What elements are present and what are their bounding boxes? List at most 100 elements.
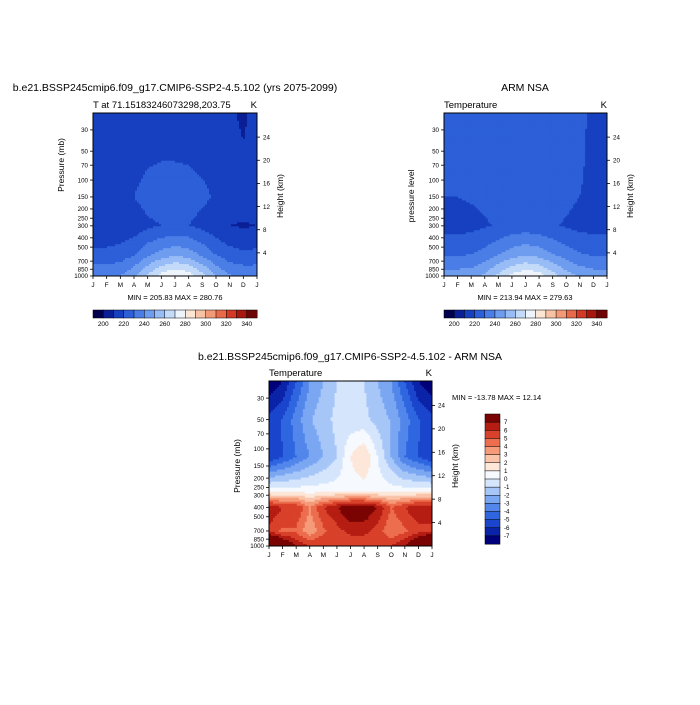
contour-cell [239,148,242,152]
contour-cell [247,114,250,118]
contour-cell [145,116,148,120]
contour-cell [129,132,132,136]
contour-cell [159,136,162,140]
contour-cell [211,144,214,148]
contour-cell [113,120,116,124]
contour-cell [149,142,152,146]
contour-cell [247,118,250,122]
contour-cell [141,152,144,156]
contour-cell [133,138,136,142]
contour-cell [185,122,188,126]
contour-cell [139,144,142,148]
contour-cell [149,162,152,166]
contour-cell [207,158,210,162]
contour-cell [117,122,120,126]
contour-cell [183,126,186,130]
contour-cell [147,114,150,118]
contour-cell [149,144,152,148]
contour-cell [181,160,184,164]
contour-cell [129,156,132,160]
contour-cell [177,138,180,142]
contour-cell [233,144,236,148]
contour-cell [243,116,246,120]
contour-cell [189,146,192,150]
contour-cell [101,113,104,116]
contour-cell [251,150,254,154]
contour-cell [241,148,244,152]
contour-cell [145,126,148,130]
contour-cell [163,122,166,126]
contour-cell [131,160,134,164]
contour-cell [143,144,146,148]
contour-cell [115,156,118,160]
contour-cell [153,140,156,144]
contour-cell [227,160,230,164]
contour-cell [103,140,106,144]
contour-cell [221,142,224,146]
contour-cell [215,122,218,126]
contour-cell [111,134,114,138]
contour-cell [125,128,128,132]
contour-cell [237,113,240,116]
contour-cell [157,134,160,138]
contour-cell [209,132,212,136]
contour-cell [203,162,206,166]
contour-cell [245,156,248,160]
contour-cell [135,154,138,158]
contour-cell [175,148,178,152]
contour-cell [241,120,244,124]
contour-cell [153,142,156,146]
contour-cell [189,162,192,166]
contour-cell [101,120,104,124]
contour-cell [95,120,98,124]
contour-cell [103,128,106,132]
contour-cell [159,162,162,166]
contour-cell [175,142,178,146]
contour-cell [153,160,156,164]
contour-cell [189,148,192,152]
contour-cell [123,148,126,152]
contour-cell [225,113,228,116]
contour-cell [211,116,214,120]
contour-cell [251,148,254,152]
contour-cell [235,140,238,144]
contour-cell [167,132,170,136]
contour-cell [235,162,238,166]
contour-cell [113,114,116,118]
contour-cell [113,132,116,136]
contour-cell [161,130,164,134]
contour-cell [239,154,242,158]
contour-cell [221,158,224,162]
contour-cell [189,160,192,164]
contour-cell [165,148,168,152]
contour-cell [207,156,210,160]
contour-cell [229,140,232,144]
contour-cell [253,122,256,126]
contour-cell [163,124,166,128]
contour-cell [133,120,136,124]
contour-cell [217,118,220,122]
contour-cell [145,144,148,148]
contour-cell [207,118,210,122]
contour-cell [239,132,242,136]
contour-cell [145,134,148,138]
contour-cell [169,124,172,128]
contour-cell [221,134,224,138]
contour-cell [241,140,244,144]
contour-cell [251,158,254,162]
contour-cell [111,124,114,128]
contour-cell [151,128,154,132]
contour-cell [93,142,96,146]
contour-cell [233,152,236,156]
contour-cell [143,124,146,128]
contour-cell [141,134,144,138]
contour-cell [215,150,218,154]
contour-cell [219,114,222,118]
contour-cell [239,124,242,128]
contour-cell [107,162,110,166]
contour-cell [133,118,136,122]
contour-cell [137,134,140,138]
contour-cell [117,162,120,166]
contour-cell [151,140,154,144]
contour-cell [141,124,144,128]
